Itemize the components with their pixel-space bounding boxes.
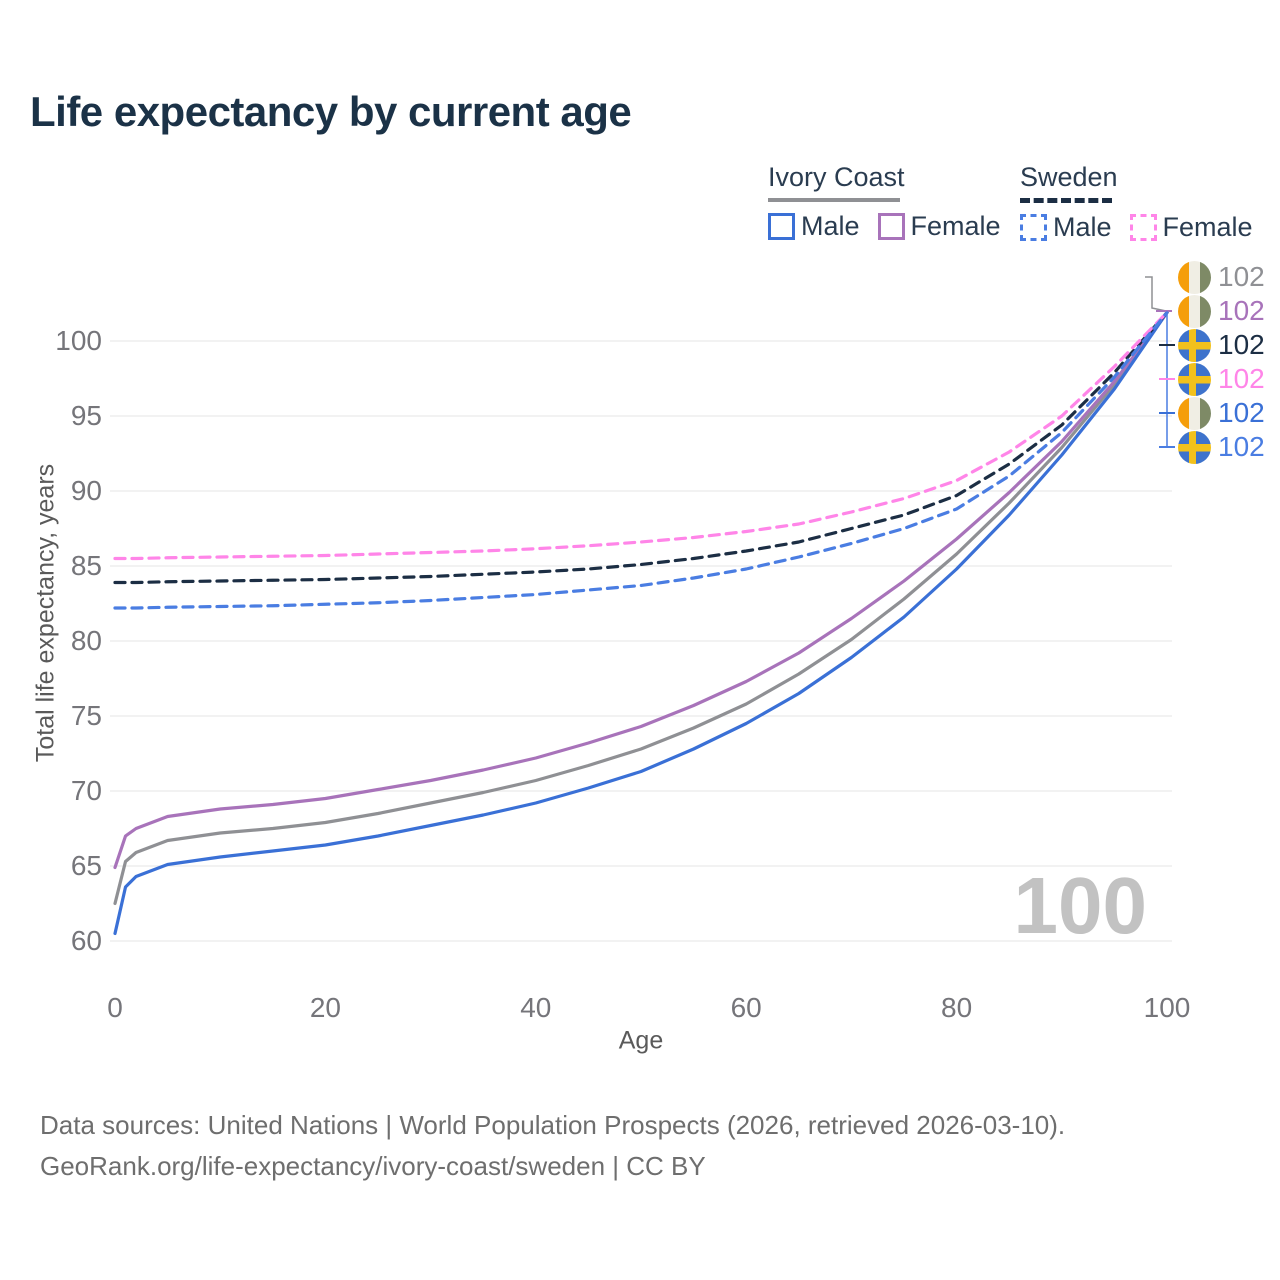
x-tick-label: 20 [310, 992, 341, 1023]
y-tick-label: 95 [71, 400, 102, 431]
x-axis-title: Age [618, 1026, 664, 1055]
legend-item-label: Male [1053, 212, 1112, 242]
legend-group-title: Ivory Coast [768, 162, 905, 192]
legend-item-ivory-coast-female[interactable]: Female [877, 211, 1001, 242]
y-tick-label: 70 [71, 775, 102, 806]
sweden-flag-icon [1178, 430, 1211, 464]
y-tick-label: 60 [71, 925, 102, 956]
legend-item-ivory-coast-male[interactable]: Male [768, 211, 860, 242]
series-line-ic_total [113, 310, 1169, 906]
y-axis-title: Total life expectancy, years [31, 463, 60, 763]
endpoint-label-ic_total: 102 [1178, 260, 1265, 294]
series-line-se_total [113, 310, 1169, 585]
legend-dashed-line-sample [1020, 198, 1112, 203]
endpoint-value: 102 [1218, 397, 1265, 428]
ivory-coast-flag-icon [1178, 260, 1211, 294]
chart-title: Life expectancy by current age [30, 88, 632, 135]
x-tick-label: 0 [107, 992, 123, 1023]
legend-item-sweden-female[interactable]: Female [1129, 212, 1253, 243]
legend-swatch-ivory-coast-male-icon[interactable] [768, 213, 795, 240]
y-tick-label: 75 [71, 700, 102, 731]
endpoint-label-ic_male: 102 [1178, 396, 1265, 430]
legend-group-sweden: Sweden Male Female [1020, 162, 1253, 243]
legend-swatch-sweden-male-icon[interactable] [1020, 214, 1047, 241]
endpoint-value: 102 [1218, 261, 1265, 292]
legend-solid-line-sample [768, 198, 900, 202]
legend-item-sweden-male[interactable]: Male [1020, 212, 1112, 243]
age-counter-watermark: 100 [1013, 861, 1147, 950]
x-tick-label: 80 [941, 992, 972, 1023]
series-line-ic_female [113, 310, 1169, 870]
x-tick-label: 60 [731, 992, 762, 1023]
legend-group-title: Sweden [1020, 162, 1118, 192]
legend-item-label: Male [801, 211, 860, 241]
endpoint-label-se_female: 102 [1178, 362, 1265, 396]
x-tick-label: 40 [520, 992, 551, 1023]
legend-item-label: Female [910, 211, 1001, 241]
ivory-coast-flag-icon [1178, 294, 1211, 328]
endpoint-value: 102 [1218, 431, 1265, 462]
leader-line [1145, 276, 1167, 312]
y-tick-label: 80 [71, 625, 102, 656]
footer-data-sources: Data sources: United Nations | World Pop… [40, 1110, 1066, 1140]
endpoint-value: 102 [1218, 363, 1265, 394]
series-line-se_male [113, 310, 1169, 610]
y-tick-label: 90 [71, 475, 102, 506]
endpoint-value: 102 [1218, 329, 1265, 360]
y-tick-label: 85 [71, 550, 102, 581]
endpoint-label-se_total: 102 [1178, 328, 1265, 362]
sweden-flag-icon [1178, 362, 1211, 396]
series-line-ic_male [113, 310, 1169, 936]
y-tick-label: 65 [71, 850, 102, 881]
series-line-se_female [113, 310, 1169, 561]
endpoint-value: 102 [1218, 295, 1265, 326]
sweden-flag-icon [1178, 328, 1211, 362]
endpoint-label-se_male: 102 [1178, 430, 1265, 464]
footer: Data sources: United Nations | World Pop… [40, 1105, 1065, 1187]
endpoint-label-ic_female: 102 [1178, 294, 1265, 328]
y-tick-label: 100 [55, 325, 102, 356]
ivory-coast-flag-icon [1178, 396, 1211, 430]
legend-swatch-sweden-female-icon[interactable] [1129, 214, 1157, 241]
footer-attribution: GeoRank.org/life-expectancy/ivory-coast/… [40, 1151, 706, 1181]
legend-item-label: Female [1162, 212, 1253, 242]
legend-swatch-ivory-coast-female-icon[interactable] [877, 213, 905, 240]
x-tick-label: 100 [1144, 992, 1191, 1023]
legend-group-ivory-coast: Ivory Coast Male Female [768, 162, 1001, 242]
